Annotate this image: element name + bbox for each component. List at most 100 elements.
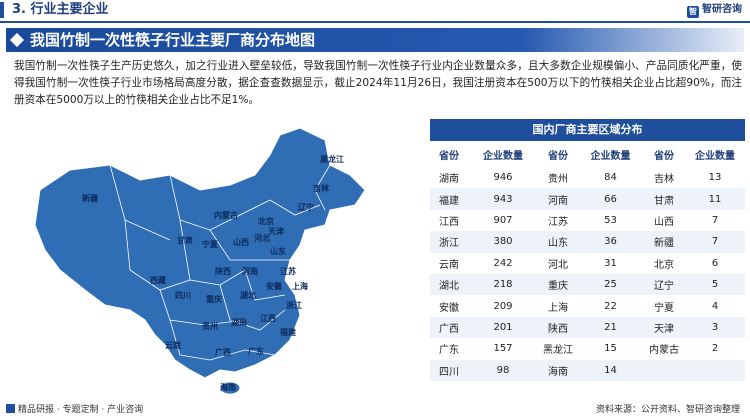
header-count-1: 企业数量: [483, 150, 523, 162]
table-cell-province: 河北: [538, 252, 578, 274]
footer-left-text: 精品研报 · 专题定制 · 产业咨询: [18, 405, 144, 415]
map-label-jilin: 吉林: [313, 184, 329, 193]
map-label-hebei: 河北: [254, 234, 270, 243]
table-cell-count: 4: [685, 295, 745, 317]
table-row: 湖南 946 贵州 84 吉林 13: [430, 167, 745, 189]
table-cell-province: 贵州: [538, 167, 578, 189]
table-cell-province: 浙江: [430, 231, 468, 253]
table-cell-province: 辽宁: [643, 273, 685, 296]
table-cell-province: 内蒙古: [643, 338, 685, 360]
map-label-shaanxi: 陕西: [215, 267, 231, 276]
footer-source: 资料来源：公开资料、智研咨询整理: [595, 405, 740, 415]
table-row: 浙江 380 山东 36 新疆 7: [430, 231, 745, 253]
table-cell-province: 四川: [430, 359, 468, 381]
map-label-fujian: 福建: [280, 328, 296, 337]
footer-logo-icon: [6, 404, 15, 413]
table-cell-count: 11: [685, 188, 745, 210]
table-cell-province: 江苏: [538, 209, 578, 232]
table-cell-count: 31: [578, 252, 643, 274]
table-cell-count: 209: [468, 295, 538, 317]
table-cell-count: 3: [685, 316, 745, 339]
table-cell-province: 甘肃: [643, 188, 685, 210]
table-cell-count: 943: [468, 188, 538, 210]
header-count-3: 企业数量: [695, 150, 735, 162]
table-cell-province: 新疆: [643, 231, 685, 253]
map-label-beijing: 北京: [258, 217, 274, 226]
table-row: 四川 98 海南 14: [430, 359, 745, 381]
table-cell-province: 广西: [430, 316, 468, 339]
table-cell-province: 湖南: [430, 167, 468, 189]
table-cell-count: 907: [468, 209, 538, 232]
intro-paragraph: 我国竹制一次性筷子生产历史悠久，加之行业进入壁垒较低，导致我国竹制一次性筷子行业…: [14, 60, 742, 106]
table-cell-count: 13: [685, 167, 745, 189]
table-cell-province: 山东: [538, 231, 578, 253]
map-label-hunan: 湖南: [231, 318, 247, 327]
table-cell-count: 36: [578, 231, 643, 253]
table-cell-count: 6: [685, 252, 745, 274]
map-label-heilongjiang: 黑龙江: [320, 155, 344, 164]
table-cell-count: 25: [578, 273, 643, 296]
table-cell-province: 北京: [643, 252, 685, 274]
table-cell-count: 242: [468, 252, 538, 274]
map-label-guangxi: 广西: [215, 348, 231, 357]
table-cell-province: 云南: [430, 252, 468, 274]
table-cell-province: 山西: [643, 209, 685, 232]
table-cell-province: 天津: [643, 316, 685, 339]
section-header: 3. 行业主要企业 智智研咨询: [0, 0, 750, 23]
table-cell-province: 福建: [430, 188, 468, 210]
table-header-row: 省份 企业数量 省份 企业数量 省份 企业数量: [430, 141, 745, 167]
map-label-yunnan: 云南: [165, 341, 181, 350]
map-label-shanxi: 山西: [233, 238, 249, 247]
header-province-3: 省份: [654, 150, 674, 162]
table-cell-count: 380: [468, 231, 538, 253]
header-province-1: 省份: [439, 150, 459, 162]
map-label-tianjin: 天津: [268, 227, 284, 236]
table-cell-count: 5: [685, 273, 745, 296]
table-cell-province: 陕西: [538, 316, 578, 339]
header-province-2: 省份: [548, 150, 568, 162]
table-cell-province: 重庆: [538, 273, 578, 296]
map-label-hainan: 海南: [220, 383, 236, 392]
table-row: 安徽 209 上海 22 宁夏 4: [430, 295, 745, 317]
map-label-anhui: 安徽: [266, 282, 282, 291]
table-cell-count: 98: [468, 359, 538, 381]
table-cell-count: 14: [578, 359, 643, 381]
table-row: 福建 943 河南 66 甘肃 11: [430, 188, 745, 210]
banner-title: 我国竹制一次性筷子行业主要厂商分布地图: [30, 31, 316, 49]
map-label-ningxia: 宁夏: [202, 240, 218, 249]
table-cell-count: 84: [578, 167, 643, 189]
map-label-chongqing: 重庆: [206, 295, 222, 304]
title-banner: 我国竹制一次性筷子行业主要厂商分布地图: [6, 28, 744, 52]
table-cell-count: 7: [685, 231, 745, 253]
table-cell-province: 广东: [430, 338, 468, 360]
table-cell-count: 157: [468, 338, 538, 360]
table-cell-count: 15: [578, 338, 643, 360]
brand-logo-icon: 智: [687, 6, 699, 18]
section-bar: [0, 2, 4, 18]
header-rule: [0, 21, 750, 23]
table-cell-province: 吉林: [643, 167, 685, 189]
map-label-neimenggu: 内蒙古: [214, 211, 238, 220]
table-row: 江西 907 江苏 53 山西 7: [430, 209, 745, 232]
footer-left: 精品研报 · 专题定制 · 产业咨询: [6, 404, 143, 416]
brand-name: 智研咨询: [702, 4, 742, 15]
map-hainan-shape: [219, 381, 241, 395]
table-cell-province: 安徽: [430, 295, 468, 317]
map-label-guangdong: 广东: [248, 347, 264, 356]
table-cell-province: 黑龙江: [538, 338, 578, 360]
table-row: 广东 157 黑龙江 15 内蒙古 2: [430, 338, 745, 360]
table-cell-province: 江西: [430, 209, 468, 232]
brand: 智智研咨询: [687, 3, 742, 18]
province-borders: [109, 164, 331, 361]
map-label-shandong: 山东: [270, 247, 286, 256]
table-cell-count: 21: [578, 316, 643, 339]
table-cell-province: [643, 359, 685, 381]
section-title: 3. 行业主要企业: [12, 2, 109, 17]
table-cell-province: 宁夏: [643, 295, 685, 317]
map-label-shanghai: 上海: [292, 282, 308, 291]
table-cell-count: 53: [578, 209, 643, 232]
map-mainland-shape: [34, 127, 366, 379]
table-cell-province: 湖北: [430, 273, 468, 296]
table-row: 广西 201 陕西 21 天津 3: [430, 316, 745, 339]
map-label-jiangxi: 江西: [260, 314, 276, 323]
